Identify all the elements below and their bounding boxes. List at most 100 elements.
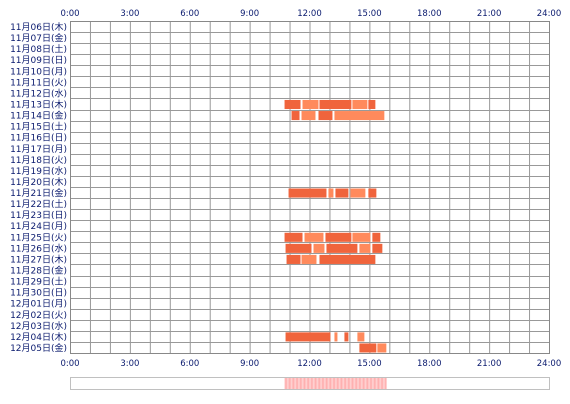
summary-density-slice <box>359 378 361 389</box>
x-tick-label-top: 15:00 <box>357 9 382 19</box>
activity-bar <box>350 188 366 198</box>
activity-bar <box>284 232 303 242</box>
row-label: 11月13日(木) <box>10 99 67 111</box>
row-label: 11月15日(土) <box>10 121 67 133</box>
activity-bar <box>377 343 387 353</box>
x-tick-label-bottom: 6:00 <box>180 359 199 369</box>
activity-bar <box>352 232 371 242</box>
summary-density-slice <box>383 378 385 389</box>
row-label: 11月23日(日) <box>10 210 67 221</box>
summary-density-slice <box>310 378 312 389</box>
summary-density-slice <box>334 378 336 389</box>
x-tick-label-top: 3:00 <box>120 9 139 19</box>
activity-bar <box>313 243 325 253</box>
x-tick-label-bottom: 21:00 <box>477 359 502 369</box>
x-tick-label-bottom: 12:00 <box>297 359 322 369</box>
summary-density-slice <box>356 378 358 389</box>
summary-density-slice <box>288 378 290 389</box>
row-label: 11月22日(土) <box>10 198 67 210</box>
summary-density-slice <box>370 378 372 389</box>
x-tick-label-top: 9:00 <box>240 9 259 19</box>
row-label: 11月29日(土) <box>10 276 67 288</box>
summary-density-slice <box>378 378 380 389</box>
summary-density-slice <box>315 378 317 389</box>
summary-density-slice <box>296 378 298 389</box>
row-label: 11月08日(土) <box>10 43 67 55</box>
activity-bar <box>325 232 352 242</box>
summary-density-slice <box>305 378 307 389</box>
x-tick-label-bottom: 9:00 <box>240 359 259 369</box>
summary-density-slice <box>331 378 333 389</box>
bars-layer <box>284 99 387 353</box>
summary-density-slice <box>295 378 297 389</box>
summary-density-slice <box>382 378 384 389</box>
activity-bar <box>304 232 324 242</box>
row-label: 11月21日(金) <box>10 187 67 199</box>
summary-density-slice <box>372 378 374 389</box>
summary-density-slice <box>328 378 330 389</box>
summary-density-slice <box>374 378 376 389</box>
row-label: 11月16日(日) <box>10 133 67 144</box>
activity-bar <box>352 99 368 110</box>
summary-density-slice <box>385 378 387 389</box>
summary-density-slice <box>332 378 334 389</box>
summary-density-slice <box>286 378 288 389</box>
activity-bar <box>328 188 334 198</box>
summary-density-slice <box>336 378 338 389</box>
summary-density-slice <box>309 378 311 389</box>
x-tick-label-top: 18:00 <box>417 9 442 19</box>
summary-density-slice <box>373 378 375 389</box>
x-tick-label-bottom: 18:00 <box>417 359 442 369</box>
row-label: 12月02日(火) <box>10 310 67 321</box>
summary-density-slice <box>344 378 346 389</box>
summary-density-slice <box>379 378 381 389</box>
summary-density-slice <box>291 378 293 389</box>
summary-density-slice <box>325 378 327 389</box>
summary-density-slice <box>333 378 335 389</box>
summary-density-slice <box>319 378 321 389</box>
summary-density-slice <box>301 378 303 389</box>
row-label: 11月10日(月) <box>10 66 67 77</box>
activity-bar <box>319 99 352 110</box>
row-label: 11月27日(木) <box>10 253 67 265</box>
summary-density-slice <box>343 378 345 389</box>
row-label: 12月01日(月) <box>10 299 67 310</box>
summary-density-slice <box>317 378 319 389</box>
plot-border <box>70 21 550 354</box>
summary-density-slice <box>354 378 356 389</box>
summary-density-slice <box>316 378 318 389</box>
activity-bar <box>357 332 365 342</box>
summary-density-slice <box>352 378 354 389</box>
summary-density-slice <box>347 378 349 389</box>
summary-density-slice <box>361 378 363 389</box>
activity-bar <box>319 254 376 264</box>
summary-density-slice <box>299 378 301 389</box>
row-label: 11月09日(日) <box>10 55 67 66</box>
summary-density-slice <box>377 378 379 389</box>
summary-density-slice <box>381 378 383 389</box>
row-label: 11月25日(火) <box>10 232 67 243</box>
summary-density-slice <box>300 378 302 389</box>
row-label: 11月18日(火) <box>10 155 67 166</box>
summary-density-slice <box>324 378 326 389</box>
summary-density-slice <box>363 378 365 389</box>
summary-density-slice <box>380 378 382 389</box>
summary-density-slice <box>365 378 367 389</box>
activity-bar <box>285 332 331 342</box>
summary-density-slice <box>323 378 325 389</box>
activity-bar <box>368 188 377 198</box>
summary-density-slice <box>339 378 341 389</box>
summary-density-slice <box>287 378 289 389</box>
x-tick-label-top: 12:00 <box>297 9 322 19</box>
summary-density-slice <box>326 378 328 389</box>
summary-density-slice <box>289 378 291 389</box>
row-label: 11月30日(日) <box>10 288 67 299</box>
activity-bar <box>372 243 383 253</box>
summary-density-slice <box>304 378 306 389</box>
summary-density-slice <box>367 378 369 389</box>
summary-density-slice <box>362 378 364 389</box>
row-label: 11月14日(金) <box>10 110 67 122</box>
summary-strip <box>70 377 550 390</box>
summary-density-slice <box>302 378 304 389</box>
labels-layer: 11月06日(木)11月07日(金)11月08日(土)11月09日(日)11月1… <box>10 9 561 369</box>
